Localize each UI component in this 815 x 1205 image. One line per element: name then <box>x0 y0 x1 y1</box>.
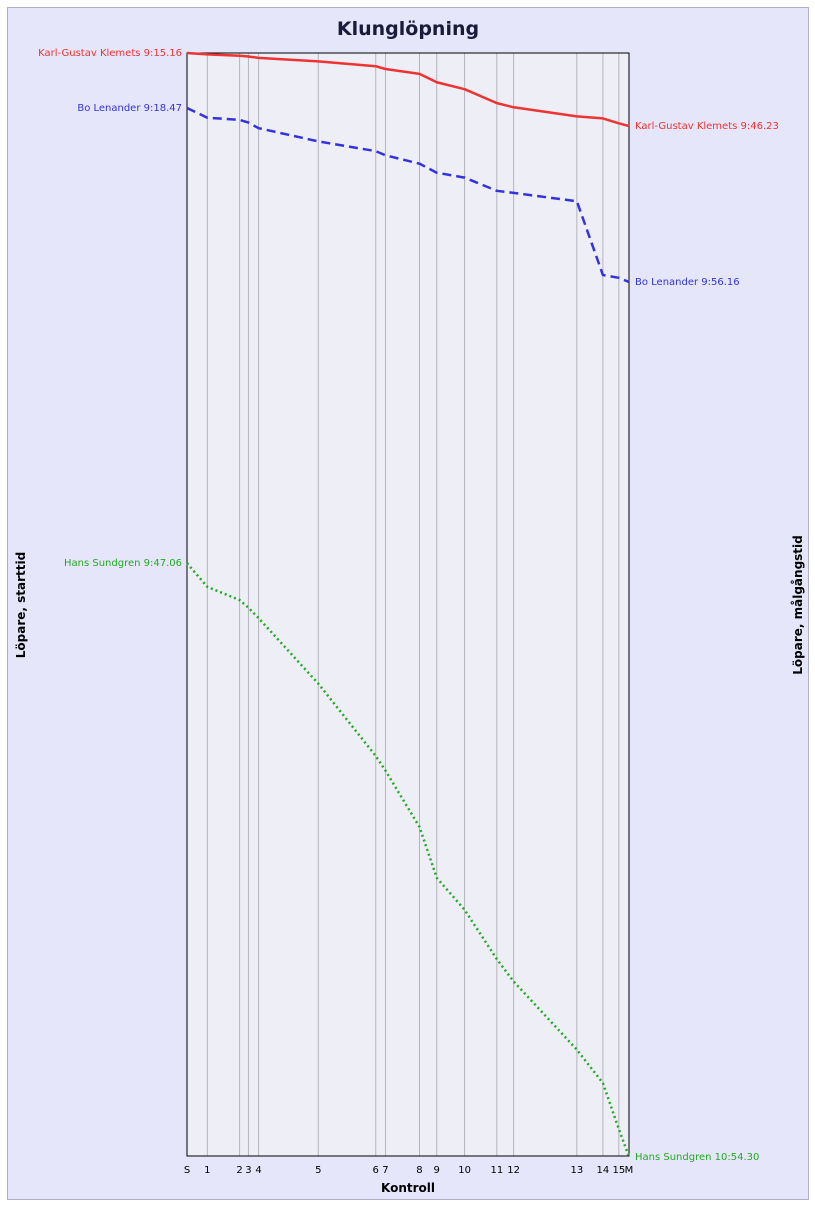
start-label-2: Hans Sundgren 9:47.06 <box>64 558 182 569</box>
tick-label-12: 12 <box>507 1165 520 1176</box>
tick-label-S: S <box>184 1165 190 1176</box>
end-label-0: Karl-Gustav Klemets 9:46.23 <box>635 121 779 132</box>
tick-label-14: 14 <box>597 1165 610 1176</box>
tick-label-9: 9 <box>434 1165 440 1176</box>
series-line-0 <box>186 51 630 128</box>
tick-label-5: 5 <box>315 1165 321 1176</box>
plot-area <box>187 53 629 1156</box>
grid-lines <box>206 53 620 1156</box>
tick-label-8: 8 <box>416 1165 422 1176</box>
y-axis-title-right: Löpare, målgångstid <box>791 535 805 675</box>
x-tick-labels: S 1 2 3 4 5 6 7 8 9 10 11 12 13 14 15 M <box>184 1165 634 1176</box>
tick-label-11: 11 <box>490 1165 503 1176</box>
series-line-2 <box>186 562 631 1158</box>
tick-label-10: 10 <box>458 1165 471 1176</box>
end-label-2: Hans Sundgren 10:54.30 <box>635 1152 759 1163</box>
tick-label-M: M <box>625 1165 634 1176</box>
tick-label-15: 15 <box>612 1165 625 1176</box>
tick-label-13: 13 <box>570 1165 583 1176</box>
x-axis-title: Kontroll <box>381 1181 435 1195</box>
series-lines <box>186 51 631 1158</box>
tick-label-4: 4 <box>255 1165 261 1176</box>
tick-label-2: 2 <box>236 1165 242 1176</box>
chart-title: Klunglöpning <box>337 18 479 40</box>
y-axis-title-left: Löpare, starttid <box>14 552 28 658</box>
end-label-1: Bo Lenander 9:56.16 <box>635 277 740 288</box>
tick-label-7: 7 <box>382 1165 388 1176</box>
plot-border <box>186 52 630 1157</box>
series-line-1 <box>186 106 630 284</box>
tick-label-6: 6 <box>373 1165 379 1176</box>
series-labels: Karl-Gustav Klemets 9:15.16 Karl-Gustav K… <box>38 48 779 1163</box>
start-label-0: Karl-Gustav Klemets 9:15.16 <box>38 48 182 59</box>
tick-label-3: 3 <box>245 1165 251 1176</box>
tick-label-1: 1 <box>204 1165 210 1176</box>
start-label-1: Bo Lenander 9:18.47 <box>77 103 182 114</box>
